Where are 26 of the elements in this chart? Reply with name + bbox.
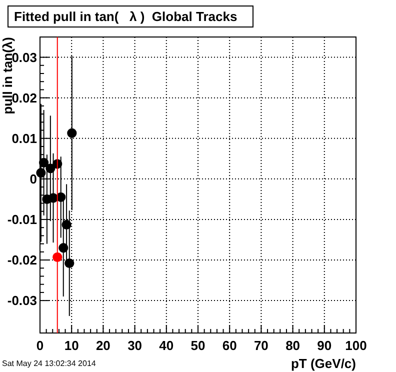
y-tick-label: -0.01 bbox=[7, 212, 37, 227]
chart-title: Fitted pull in tan( λ ) Global Tracks bbox=[14, 9, 238, 24]
x-tick-label: 50 bbox=[190, 338, 206, 353]
y-tick-label: 0.01 bbox=[12, 130, 37, 146]
text: Sat May 24 13:02:34 2014 bbox=[2, 359, 96, 368]
x-tick-label: 70 bbox=[254, 338, 268, 353]
point bbox=[38, 158, 49, 168]
point bbox=[62, 220, 72, 230]
point bbox=[58, 243, 68, 253]
x-axis-title: pT (GeV/c) bbox=[290, 356, 356, 371]
y-tick-label: 0 bbox=[30, 171, 37, 186]
x-tick-label: 10 bbox=[64, 338, 79, 353]
y-tick-label: -0.03 bbox=[7, 293, 37, 308]
y-tick-label: -0.02 bbox=[7, 252, 37, 268]
point bbox=[46, 164, 56, 174]
x-tick-label: 20 bbox=[96, 338, 110, 353]
x-tick-label: 40 bbox=[159, 338, 174, 353]
point bbox=[36, 168, 46, 178]
x-tick-label: 80 bbox=[286, 338, 300, 353]
point bbox=[64, 258, 74, 268]
x-tick-label: 90 bbox=[317, 338, 332, 353]
point bbox=[52, 252, 62, 262]
x-tick-label: 100 bbox=[345, 338, 367, 353]
point bbox=[67, 128, 77, 138]
x-tick-label: 30 bbox=[128, 338, 142, 353]
x-tick-label: 60 bbox=[222, 338, 237, 353]
